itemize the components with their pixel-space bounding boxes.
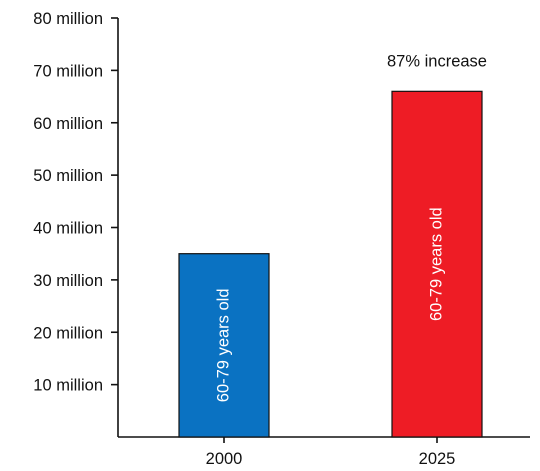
y-tick-label: 10 million: [33, 377, 103, 395]
increase-annotation: 87% increase: [387, 52, 487, 70]
y-tick-label: 40 million: [33, 220, 103, 238]
y-tick-label: 30 million: [33, 272, 103, 290]
y-axis: 10 million 20 million 30 million 40 million…: [33, 10, 119, 437]
y-tick-label: 20 million: [33, 324, 103, 342]
x-axis: 2000 2025: [118, 436, 530, 468]
bar-label: 60-79 years old: [427, 207, 445, 321]
bars: 60-79 years old 60-79 years old: [178, 90, 483, 438]
y-tick-label: 70 million: [33, 62, 103, 80]
bar-2000: [178, 253, 270, 438]
x-tick-label: 2000: [206, 450, 243, 468]
y-tick-label: 60 million: [33, 115, 103, 133]
annotations: 87% increase: [387, 52, 487, 70]
x-tick-label: 2025: [419, 450, 456, 468]
bar-label: 60-79 years old: [214, 288, 232, 402]
bar-2025: [391, 90, 483, 438]
y-tick-label: 50 million: [33, 167, 103, 185]
y-tick-label: 80 million: [33, 10, 103, 28]
